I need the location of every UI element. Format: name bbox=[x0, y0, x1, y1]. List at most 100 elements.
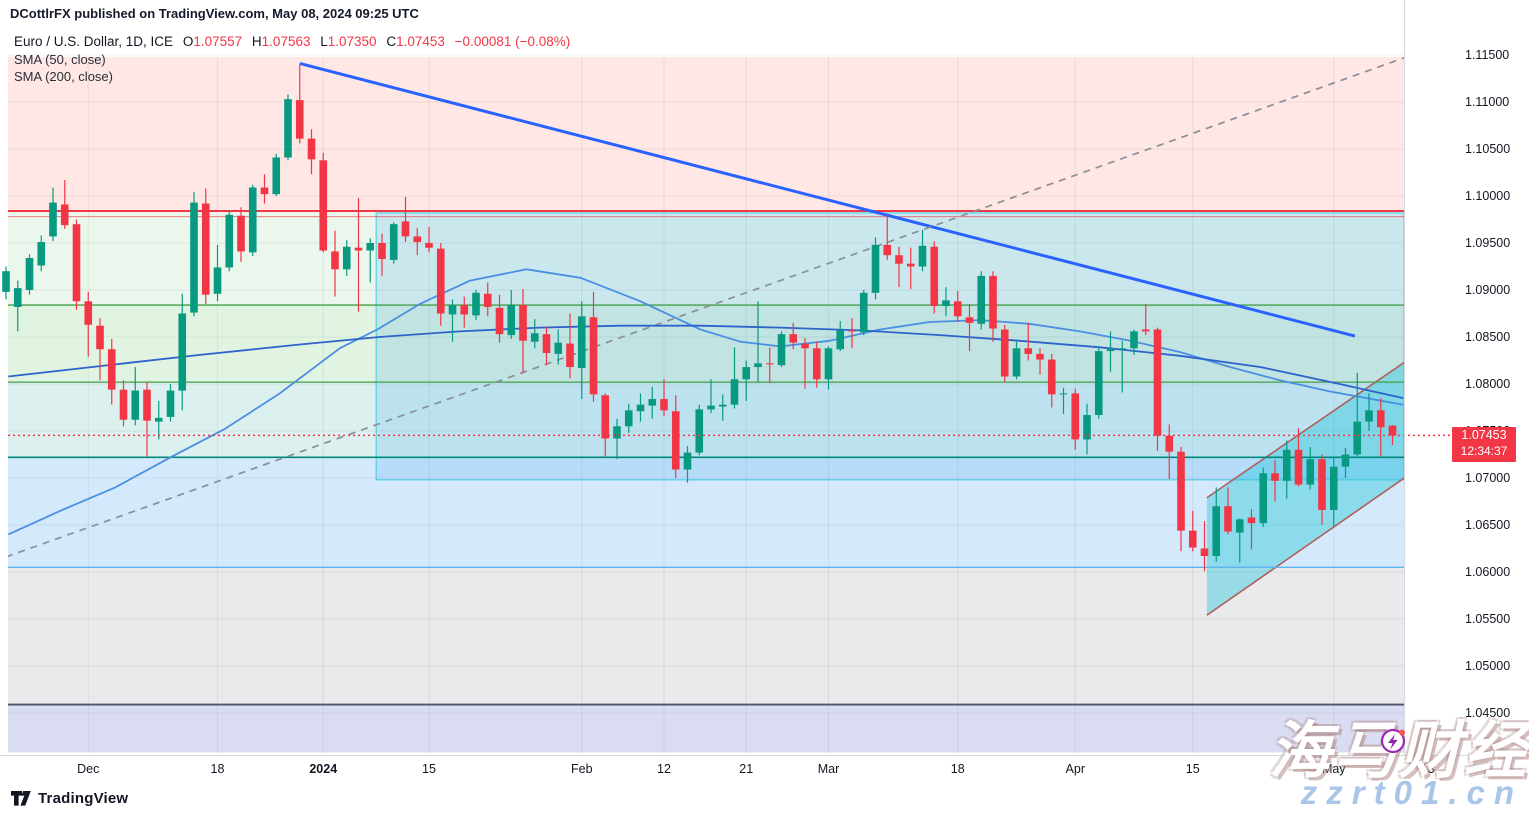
candle bbox=[530, 319, 539, 349]
bar-countdown: 12:34:37 bbox=[1460, 444, 1508, 458]
candle bbox=[1353, 372, 1362, 457]
downtrend-line[interactable] bbox=[299, 62, 1356, 338]
candle bbox=[777, 331, 786, 368]
candle bbox=[871, 237, 880, 300]
price-tick-label: 1.08000 bbox=[1465, 377, 1511, 391]
candle bbox=[848, 318, 856, 349]
candle bbox=[1271, 460, 1279, 502]
price-tick-label: 1.09500 bbox=[1465, 236, 1511, 250]
candle bbox=[683, 446, 692, 483]
candle bbox=[354, 197, 363, 312]
candle bbox=[72, 219, 81, 310]
lavender-zone bbox=[8, 704, 1404, 753]
candle bbox=[1118, 340, 1127, 393]
candle bbox=[237, 207, 245, 262]
time-axis[interactable]: Dec 18 2024 15 Feb 12 21 Mar 18 Apr 15 May 13 bbox=[0, 755, 1529, 785]
supply-zone bbox=[8, 56, 1404, 212]
channel-top-line[interactable] bbox=[1206, 361, 1405, 499]
time-tick-label: 12 bbox=[657, 762, 671, 776]
price-axis[interactable]: 1.11500 1.11000 1.10500 1.10000 1.09500 1.090… bbox=[1404, 0, 1529, 755]
candle bbox=[989, 271, 997, 342]
candle bbox=[436, 243, 445, 326]
gray-zone bbox=[8, 567, 1404, 705]
candle bbox=[1306, 446, 1315, 490]
sma-200[interactable] bbox=[8, 324, 1404, 399]
ohlc-high: H1.07563 bbox=[251, 34, 311, 49]
lightning-badge-icon bbox=[1380, 728, 1406, 754]
candle bbox=[460, 296, 469, 328]
candle bbox=[765, 347, 774, 384]
candle bbox=[37, 235, 46, 272]
price-tick-label: 1.05000 bbox=[1465, 659, 1511, 673]
price-tick-label: 1.10000 bbox=[1465, 189, 1511, 203]
candle bbox=[1177, 446, 1185, 552]
candle bbox=[930, 241, 939, 314]
candle bbox=[1012, 341, 1021, 380]
candle bbox=[143, 382, 151, 457]
candle bbox=[730, 347, 739, 409]
tradingview-logo-text: TradingView bbox=[38, 790, 129, 807]
candle bbox=[225, 210, 234, 272]
candle bbox=[483, 282, 492, 317]
change-value: −0.00081 (−0.08%) bbox=[454, 34, 571, 49]
candle bbox=[577, 301, 586, 400]
candle bbox=[154, 400, 163, 440]
candle bbox=[1083, 403, 1091, 455]
candle bbox=[1024, 322, 1033, 361]
time-tick-label: Mar bbox=[817, 762, 840, 776]
candle bbox=[624, 403, 633, 433]
candle bbox=[1165, 424, 1174, 479]
candle bbox=[660, 379, 668, 416]
candle bbox=[965, 304, 974, 352]
time-tick-label: May bbox=[1321, 762, 1346, 776]
candle bbox=[60, 180, 69, 229]
candle bbox=[1141, 304, 1150, 336]
channel-bottom-line[interactable] bbox=[1206, 477, 1405, 616]
candle bbox=[472, 290, 480, 321]
tradingview-logo[interactable]: TradingView bbox=[10, 790, 128, 807]
candle bbox=[25, 254, 34, 295]
candle bbox=[307, 129, 316, 175]
rising-dashed-line[interactable] bbox=[6, 57, 1404, 558]
candle bbox=[1341, 447, 1350, 478]
candle bbox=[1376, 398, 1385, 457]
candle bbox=[812, 341, 821, 388]
candle bbox=[507, 290, 516, 339]
time-tick-label: 2024 bbox=[309, 762, 338, 776]
time-tick-label: Feb bbox=[570, 762, 593, 776]
price-tick-label: 1.07000 bbox=[1465, 471, 1511, 485]
demand-blue-zone bbox=[8, 457, 1404, 568]
time-tick-label: 18 bbox=[950, 762, 965, 776]
candle bbox=[495, 294, 504, 343]
symbol-title: Euro / U.S. Dollar, 1D, ICE bbox=[14, 34, 174, 49]
candle bbox=[1212, 487, 1221, 562]
tradingview-logo-icon bbox=[11, 791, 31, 806]
candle bbox=[1294, 428, 1303, 487]
gridlines bbox=[8, 54, 1404, 753]
candle bbox=[1200, 521, 1209, 572]
candle bbox=[84, 291, 93, 357]
candle bbox=[131, 367, 140, 426]
time-tick-label: 15 bbox=[1185, 762, 1200, 776]
candle bbox=[119, 380, 128, 427]
price-tick-label: 1.08500 bbox=[1465, 330, 1511, 344]
candle bbox=[824, 346, 833, 390]
candle bbox=[378, 233, 386, 276]
candle bbox=[906, 247, 915, 290]
candle bbox=[554, 329, 563, 365]
mid-green-zone bbox=[8, 305, 1404, 383]
price-tick-label: 1.05500 bbox=[1465, 612, 1511, 626]
candle bbox=[342, 240, 351, 276]
time-tick-label: 15 bbox=[422, 762, 436, 776]
candle bbox=[1235, 518, 1244, 563]
candle bbox=[284, 94, 292, 161]
symbol-legend: Euro / U.S. Dollar, 1D, ICE O1.07557 H1.… bbox=[14, 34, 570, 49]
candle bbox=[448, 299, 457, 342]
candle bbox=[272, 153, 281, 196]
candle bbox=[413, 227, 422, 256]
candle bbox=[1036, 348, 1044, 375]
candle bbox=[977, 271, 986, 330]
ohlc-open: O1.07557 bbox=[182, 34, 243, 49]
